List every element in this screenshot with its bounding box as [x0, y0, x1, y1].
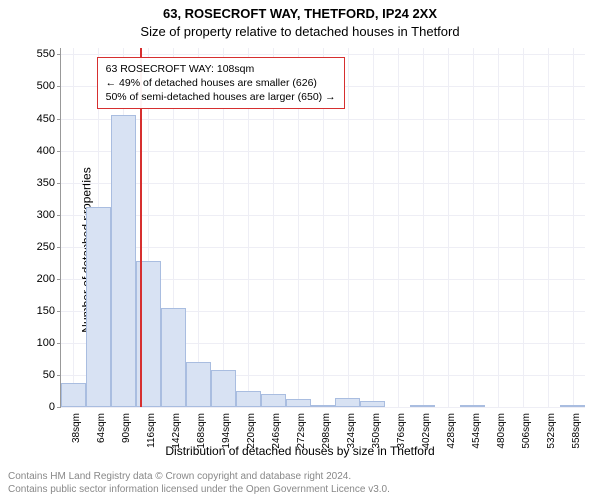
annotation-line2: ← 49% of detached houses are smaller (62… [106, 76, 336, 90]
histogram-bar [360, 401, 385, 407]
gridline-v [398, 48, 399, 407]
x-tick-label: 64sqm [96, 413, 107, 443]
y-tick-label: 300 [37, 209, 61, 221]
histogram-bar [410, 405, 435, 407]
histogram-bar [61, 383, 86, 407]
gridline-v [73, 48, 74, 407]
histogram-bar [161, 308, 186, 407]
plot-area: 05010015020025030035040045050055038sqm64… [60, 48, 585, 408]
footer-line2: Contains public sector information licen… [8, 483, 390, 496]
annotation-box: 63 ROSECROFT WAY: 108sqm ← 49% of detach… [97, 57, 345, 110]
histogram-bar [86, 207, 111, 407]
y-tick-label: 400 [37, 145, 61, 157]
y-tick-label: 250 [37, 241, 61, 253]
gridline-v [548, 48, 549, 407]
y-tick-label: 350 [37, 177, 61, 189]
histogram-bar [261, 394, 286, 407]
gridline-v [423, 48, 424, 407]
chart-title-line1: 63, ROSECROFT WAY, THETFORD, IP24 2XX [0, 6, 600, 21]
gridline-v [498, 48, 499, 407]
gridline-v [348, 48, 349, 407]
y-tick-label: 550 [37, 48, 61, 60]
histogram-bar [460, 405, 485, 407]
gridline-v [573, 48, 574, 407]
gridline-v [373, 48, 374, 407]
histogram-bar [236, 391, 261, 407]
x-tick-label: 116sqm [146, 413, 157, 448]
y-tick-label: 200 [37, 273, 61, 285]
y-tick-label: 150 [37, 305, 61, 317]
chart-container: 63, ROSECROFT WAY, THETFORD, IP24 2XX Si… [0, 0, 600, 500]
gridline-h [61, 407, 585, 408]
histogram-bar [560, 405, 585, 407]
histogram-bar [211, 370, 236, 407]
x-tick-label: 38sqm [71, 413, 82, 443]
annotation-line1: 63 ROSECROFT WAY: 108sqm [106, 62, 336, 76]
gridline-v [448, 48, 449, 407]
gridline-v [523, 48, 524, 407]
y-tick-label: 50 [43, 369, 61, 381]
histogram-bar [311, 405, 336, 407]
histogram-bar [186, 362, 211, 407]
gridline-v [473, 48, 474, 407]
x-axis-label: Distribution of detached houses by size … [0, 444, 600, 458]
y-tick-label: 450 [37, 113, 61, 125]
y-tick-label: 500 [37, 80, 61, 92]
histogram-bar [286, 399, 311, 407]
footer-line1: Contains HM Land Registry data © Crown c… [8, 470, 390, 483]
footer-attribution: Contains HM Land Registry data © Crown c… [8, 470, 390, 496]
histogram-bar [335, 398, 360, 407]
y-tick-label: 0 [49, 401, 61, 413]
x-tick-label: 90sqm [121, 413, 132, 443]
histogram-bar [111, 115, 136, 407]
annotation-line3: 50% of semi-detached houses are larger (… [106, 90, 336, 104]
chart-title-line2: Size of property relative to detached ho… [0, 24, 600, 39]
y-tick-label: 100 [37, 337, 61, 349]
